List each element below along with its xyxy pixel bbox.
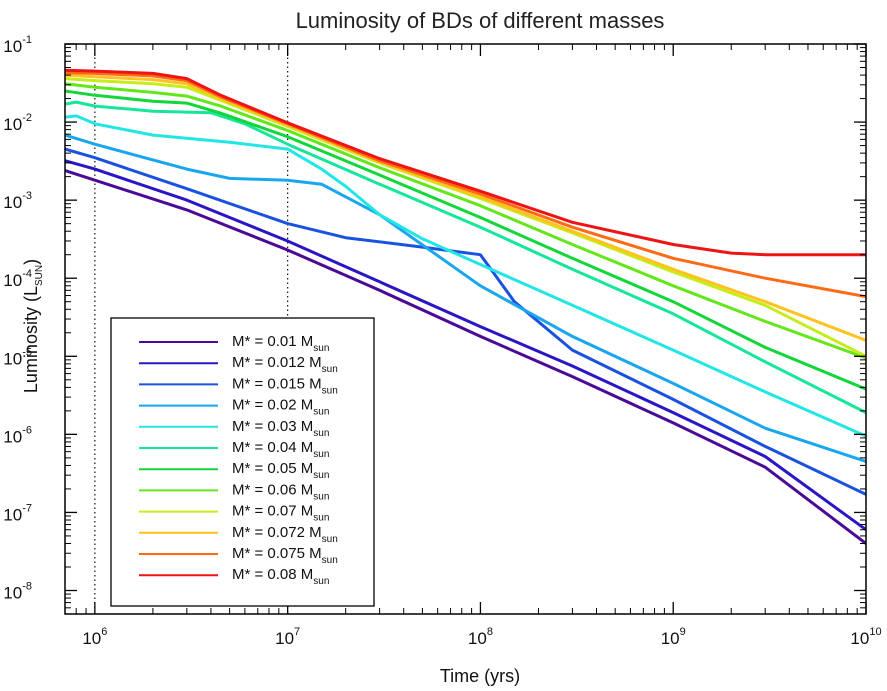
x-tick-base: 10 — [468, 629, 487, 648]
legend-entry-main: M* = 0.03 M — [232, 418, 313, 435]
legend-entry-sub: sun — [313, 513, 329, 524]
y-axis-label-close: ) — [21, 259, 41, 265]
y-tick-label: 10-8 — [3, 580, 32, 602]
legend-entry: M* = 0.04 Msun — [232, 439, 329, 460]
x-tick-exp: 7 — [294, 626, 300, 638]
legend-entry-main: M* = 0.012 M — [232, 354, 322, 371]
y-tick-label: 10-2 — [3, 112, 32, 134]
y-tick-exp: -4 — [22, 268, 32, 280]
legend-entry: M* = 0.06 Msun — [232, 481, 329, 502]
series-line-8 — [65, 82, 866, 360]
x-tick-base: 10 — [850, 629, 869, 648]
series-line-5 — [65, 114, 866, 438]
legend-entry-sub: sun — [313, 407, 329, 418]
series-line-1 — [65, 169, 866, 545]
legend-entry-main: M* = 0.072 M — [232, 524, 322, 541]
y-tick-exp: -8 — [22, 580, 32, 592]
series-line-2 — [65, 159, 866, 531]
legend-entry: M* = 0.02 Msun — [232, 397, 329, 418]
legend-entry: M* = 0.015 Msun — [232, 375, 338, 396]
y-tick-exp: -3 — [22, 190, 32, 202]
y-tick-base: 10 — [3, 505, 22, 524]
y-tick-label: 10-1 — [3, 34, 32, 56]
chart-title: Luminosity of BDs of different masses — [296, 8, 665, 33]
legend-entry: M* = 0.03 Msun — [232, 418, 329, 439]
x-tick-exp: 6 — [101, 626, 107, 638]
y-tick-label: 10-3 — [3, 190, 32, 212]
y-tick-base: 10 — [3, 115, 22, 134]
y-tick-exp: -5 — [22, 346, 32, 358]
y-tick-label: 10-6 — [3, 424, 32, 446]
x-tick-base: 10 — [275, 629, 294, 648]
y-tick-base: 10 — [3, 193, 22, 212]
x-tick-label: 106 — [82, 626, 107, 648]
y-tick-base: 10 — [3, 37, 22, 56]
x-tick-label: 107 — [275, 626, 300, 648]
x-tick-exp: 10 — [869, 626, 881, 638]
x-tick-label: 1010 — [850, 626, 881, 648]
legend-entry-sub: sun — [313, 470, 329, 481]
legend-entry-main: M* = 0.07 M — [232, 503, 313, 520]
x-tick-base: 10 — [661, 629, 680, 648]
legend-entry-sub: sun — [313, 491, 329, 502]
legend-entry-sub: sun — [313, 576, 329, 587]
y-tick-exp: -2 — [22, 112, 32, 124]
legend-entry: M* = 0.05 Msun — [232, 460, 329, 481]
legend-entry: M* = 0.072 Msun — [232, 524, 338, 545]
y-tick-base: 10 — [3, 427, 22, 446]
x-tick-exp: 9 — [680, 626, 686, 638]
x-tick-exp: 8 — [487, 626, 493, 638]
legend-entry: M* = 0.08 Msun — [232, 566, 329, 587]
legend-entry-sub: sun — [322, 364, 338, 375]
y-tick-label: 10-4 — [3, 268, 32, 290]
legend-entry: M* = 0.012 Msun — [232, 354, 338, 375]
y-axis-label-sub: SUN — [34, 265, 45, 286]
legend-entry-main: M* = 0.01 M — [232, 333, 313, 350]
legend-entry-sub: sun — [313, 343, 329, 354]
legend-entry-sub: sun — [322, 534, 338, 545]
legend-entry: M* = 0.07 Msun — [232, 503, 329, 524]
series-line-12 — [65, 68, 866, 257]
legend-entry-main: M* = 0.04 M — [232, 439, 313, 456]
y-axis-label: Luminosity (LSUN) — [21, 259, 45, 393]
x-tick-label: 108 — [468, 626, 493, 648]
y-tick-label: 10-5 — [3, 346, 32, 368]
legend-entry-main: M* = 0.08 M — [232, 566, 313, 583]
legend-entry-main: M* = 0.075 M — [232, 545, 322, 562]
legend-entry-sub: sun — [322, 385, 338, 396]
x-tick-base: 10 — [82, 629, 101, 648]
series-line-10 — [65, 73, 866, 342]
series-line-4 — [65, 133, 866, 463]
plot-layer — [65, 44, 866, 614]
y-tick-exp: -7 — [22, 502, 32, 514]
y-axis-label-main: Luminosity (L — [21, 286, 41, 393]
legend-entry-main: M* = 0.015 M — [232, 375, 322, 392]
legend-entry-main: M* = 0.05 M — [232, 460, 313, 477]
series-line-6 — [65, 100, 866, 414]
series-line-11 — [65, 71, 866, 299]
series-line-7 — [65, 89, 866, 391]
y-tick-base: 10 — [3, 271, 22, 290]
legend-entry-sub: sun — [313, 428, 329, 439]
x-axis-label: Time (yrs) — [440, 666, 520, 686]
legend-entry-main: M* = 0.02 M — [232, 397, 313, 414]
x-tick-label: 109 — [661, 626, 686, 648]
legend-entry-sub: sun — [313, 449, 329, 460]
y-tick-base: 10 — [3, 349, 22, 368]
y-tick-label: 10-7 — [3, 502, 32, 524]
plot-frame — [64, 43, 867, 615]
y-tick-exp: -1 — [22, 34, 32, 46]
legend-entry: M* = 0.075 Msun — [232, 545, 338, 566]
legend-box — [110, 317, 375, 607]
legend-entry-main: M* = 0.06 M — [232, 481, 313, 498]
y-tick-exp: -6 — [22, 424, 32, 436]
legend-entry-sub: sun — [322, 555, 338, 566]
axes-layer: 106 107 108 109 101010-810-710-610-510-410-3… — [3, 34, 881, 648]
legend-entry: M* = 0.01 Msun — [232, 333, 329, 354]
y-tick-base: 10 — [3, 583, 22, 602]
